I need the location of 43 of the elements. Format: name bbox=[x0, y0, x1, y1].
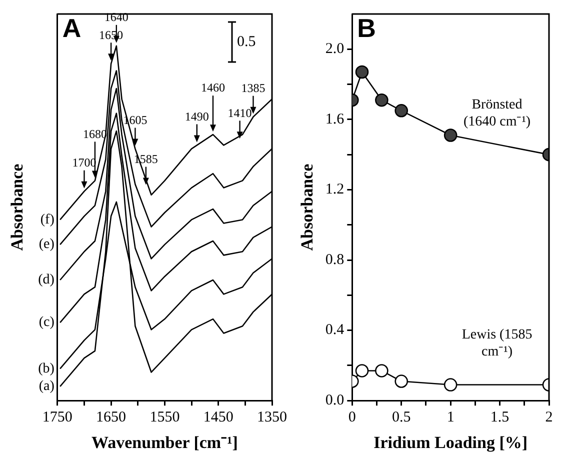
annotation: 1385 bbox=[241, 81, 266, 96]
y-tick-label: 0.4 bbox=[325, 322, 345, 338]
x-tick-label: 1750 bbox=[42, 410, 72, 426]
x-tick-label: 2 bbox=[545, 410, 553, 426]
series-label: Lewis (1585 cm⁻¹) bbox=[462, 327, 532, 360]
series-label: Brönsted (1640 cm⁻¹) bbox=[463, 97, 531, 130]
point bbox=[355, 65, 369, 79]
y-tick-label: 1.2 bbox=[325, 182, 344, 198]
point bbox=[355, 364, 369, 378]
x-axis-title: Wavenumber [cm⁻¹] bbox=[92, 433, 238, 452]
x-tick-label: 1350 bbox=[257, 410, 287, 426]
series-label: (f) bbox=[40, 212, 55, 228]
x-axis-title: Iridium Loading [%] bbox=[374, 433, 528, 452]
chart-title: B bbox=[357, 13, 376, 44]
x-tick-label: 0 bbox=[348, 410, 356, 426]
series-label: (d) bbox=[38, 272, 55, 288]
y-axis-title: Absorbance bbox=[298, 163, 317, 251]
point bbox=[394, 374, 408, 388]
point bbox=[444, 378, 458, 392]
point bbox=[375, 93, 388, 107]
x-tick-label: 0.5 bbox=[392, 410, 411, 426]
x-tick-label: 1650 bbox=[96, 410, 126, 426]
annotation: 1460 bbox=[200, 80, 225, 95]
annotation: 1410 bbox=[228, 106, 252, 120]
point bbox=[444, 128, 458, 142]
y-tick-label: 0.8 bbox=[325, 252, 344, 268]
y-tick-label: 1.6 bbox=[325, 111, 345, 128]
annotation: 0.5 bbox=[237, 34, 256, 50]
point bbox=[394, 104, 408, 118]
annotation: 1490 bbox=[184, 109, 209, 124]
y-axis-title: Absorbance bbox=[8, 163, 27, 251]
x-tick-label: 1450 bbox=[203, 410, 234, 426]
y-tick-label: 0.0 bbox=[325, 392, 344, 409]
x-tick-label: 1 bbox=[446, 410, 454, 426]
x-tick-label: 1.5 bbox=[490, 410, 510, 426]
point bbox=[375, 364, 388, 378]
x-tick-label: 1550 bbox=[150, 410, 180, 426]
series-label: (a) bbox=[38, 379, 55, 394]
y-tick-label: 2.0 bbox=[325, 41, 344, 58]
series-label: (c) bbox=[38, 315, 55, 330]
series-label: (e) bbox=[38, 237, 55, 252]
series-label: (b) bbox=[38, 361, 55, 376]
chart-title: A bbox=[62, 13, 82, 44]
